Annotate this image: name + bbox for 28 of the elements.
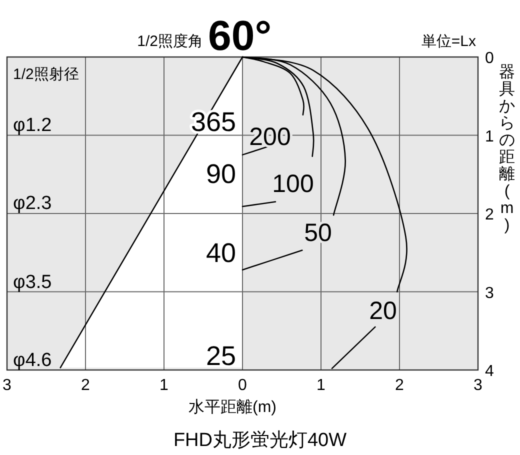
x-tick-label: 0 [238, 377, 248, 394]
y-tick-label: 3 [485, 284, 494, 302]
x-tick-label: 3 [474, 377, 483, 394]
x-tick-label: 1 [160, 377, 169, 394]
text: 単位=Lx [421, 33, 476, 50]
annotation: 25 [206, 341, 236, 371]
y-tick-label: 0 [485, 50, 494, 67]
annotation: 20 [369, 297, 397, 325]
text: FHD丸形蛍光灯40W [173, 430, 347, 451]
chart-subtitle: 60° [208, 12, 272, 59]
annotation: φ2.3 [13, 193, 52, 214]
annotation: 40 [206, 238, 236, 268]
y-tick-label: 1 [485, 128, 494, 146]
annotation: φ4.6 [13, 350, 52, 371]
annotation: 1/2照射径 [13, 66, 79, 83]
x-axis-title: 水平距離(m) [188, 398, 276, 416]
x-tick-label: 2 [395, 377, 404, 394]
annotation: φ1.2 [13, 115, 52, 136]
text: 器具からの距離(m) [499, 64, 515, 234]
x-tick-label: 1 [316, 377, 326, 394]
annotation: φ3.5 [13, 272, 52, 293]
chart-title: 1/2照度角 [137, 33, 203, 50]
x-tick-label: 2 [81, 377, 90, 394]
x-tick-label: 3 [2, 377, 12, 394]
y-tick-label: 2 [485, 206, 494, 224]
y-tick-label: 4 [485, 363, 494, 380]
annotation: 100 [272, 170, 314, 198]
annotation: 90 [206, 159, 236, 189]
